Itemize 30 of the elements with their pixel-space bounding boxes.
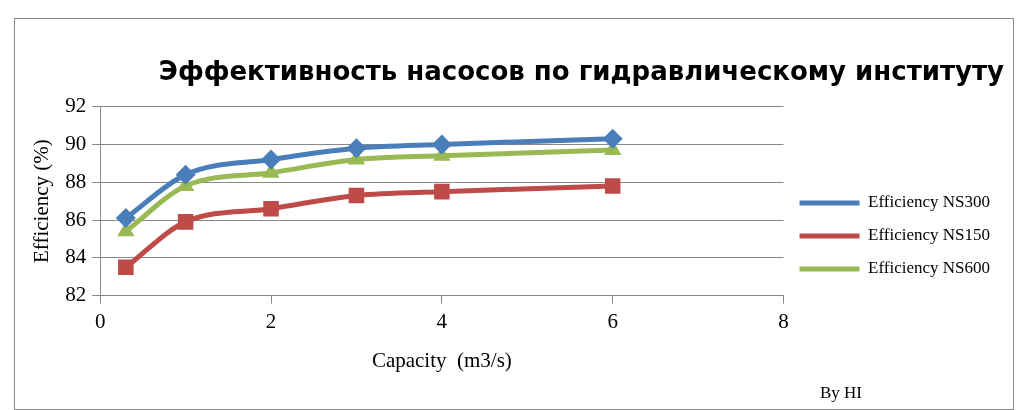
x-tick-label: 0 bbox=[94, 308, 106, 333]
y-tick-label: 82 bbox=[65, 282, 87, 307]
y-tick-label: 92 bbox=[65, 93, 87, 118]
point bbox=[115, 208, 136, 229]
y-tick-label: 90 bbox=[65, 130, 87, 155]
y-tick-label: 88 bbox=[65, 168, 87, 193]
chart-title: Эффективность насосов по гидравлическому институту bbox=[158, 56, 1004, 86]
point bbox=[261, 149, 282, 170]
x-axis-title: Capacity (m3/s) bbox=[371, 347, 512, 372]
point bbox=[346, 138, 367, 159]
point bbox=[263, 200, 279, 217]
point bbox=[431, 134, 452, 155]
legend-label: Efficiency NS300 bbox=[868, 192, 991, 212]
x-tick-label: 6 bbox=[607, 308, 618, 333]
y-tick-label: 86 bbox=[65, 206, 87, 231]
point bbox=[602, 128, 623, 149]
point bbox=[177, 214, 194, 230]
point bbox=[175, 164, 196, 185]
x-tick-label: 4 bbox=[436, 308, 448, 333]
point bbox=[604, 178, 621, 194]
legend-label: Efficiency NS150 bbox=[868, 225, 991, 245]
x-tick-label: 8 bbox=[778, 308, 789, 333]
y-axis-title: Efficiency (%) bbox=[29, 139, 54, 263]
point bbox=[348, 187, 365, 204]
point bbox=[434, 183, 450, 200]
y-tick-label: 84 bbox=[65, 244, 87, 269]
legend-label: Efficiency NS600 bbox=[868, 258, 991, 278]
text: By HI bbox=[820, 383, 863, 403]
point bbox=[118, 259, 134, 276]
x-tick-label: 2 bbox=[265, 308, 277, 333]
